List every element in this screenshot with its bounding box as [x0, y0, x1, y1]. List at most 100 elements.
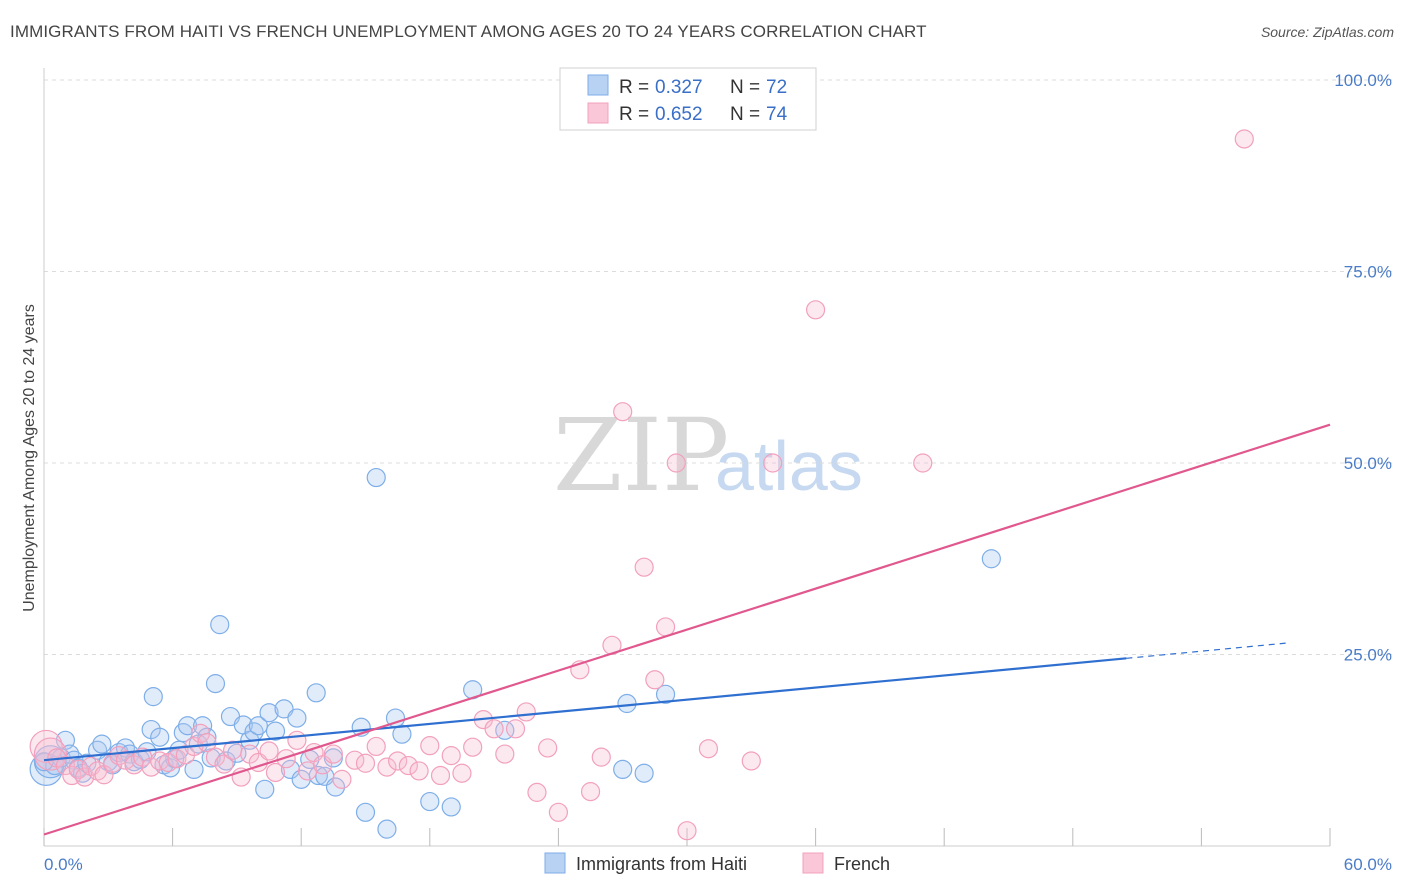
french-point	[516, 702, 536, 722]
french-point	[55, 755, 76, 776]
haiti-point	[92, 734, 112, 754]
french-point	[452, 763, 472, 783]
haiti-point	[634, 763, 654, 783]
french-point	[698, 739, 719, 759]
french-point	[677, 821, 697, 841]
axes	[43, 68, 1331, 847]
french-point	[287, 730, 307, 750]
french-point	[805, 300, 826, 320]
bottom-legend-french-swatch	[802, 852, 824, 874]
y-tick-label-3: 100.0%	[1334, 71, 1392, 90]
haiti-point	[150, 727, 170, 747]
haiti-point	[216, 751, 236, 771]
french-point	[398, 755, 418, 776]
haiti-trend-extension	[1126, 642, 1288, 659]
french-point	[33, 737, 68, 771]
french-point	[323, 744, 343, 764]
legend-french-n-value: 74	[766, 104, 788, 125]
french-point	[495, 744, 515, 764]
haiti-point	[265, 721, 286, 741]
legend-haiti-n-label: N =	[730, 77, 760, 98]
french-point	[591, 747, 611, 767]
legend-haiti-swatch	[587, 74, 609, 96]
french-point	[366, 736, 386, 757]
haiti-point	[441, 797, 461, 817]
legend-french-r-value: 0.652	[655, 104, 703, 125]
top-legend: R = 0.327 N = 72 R = 0.652 N = 74	[559, 67, 817, 131]
french-point	[613, 402, 633, 422]
watermark-zip: ZIP	[553, 397, 729, 514]
french-point	[259, 741, 279, 761]
y-tick-label-1: 50.0%	[1344, 454, 1392, 473]
haiti-point	[377, 819, 397, 839]
haiti-point	[613, 759, 633, 780]
haiti-trend-line	[43, 657, 1127, 762]
french-point	[265, 762, 286, 783]
haiti-point	[617, 693, 637, 714]
french-point	[276, 749, 296, 769]
french-point	[355, 753, 376, 773]
haiti-point	[355, 802, 376, 822]
french-point	[377, 757, 397, 777]
legend-haiti-n-value: 72	[766, 77, 787, 98]
y-tick-label-0: 25.0%	[1344, 646, 1392, 665]
french-point	[538, 738, 558, 758]
french-point	[463, 737, 483, 757]
y-tick-label-2: 75.0%	[1344, 263, 1392, 282]
tick-labels: 25.0% 50.0% 75.0% 100.0% 0.0% 60.0%	[44, 71, 1392, 874]
x-tick-label-0: 0.0%	[44, 855, 83, 874]
chart-source: Source: ZipAtlas.com	[1260, 24, 1394, 40]
y-axis-title: Unemployment Among Ages 20 to 24 years	[21, 304, 38, 612]
french-point	[645, 670, 665, 690]
haiti-point	[981, 549, 1001, 569]
haiti-point	[420, 791, 440, 812]
x-tick-label-1: 60.0%	[1344, 855, 1392, 874]
french-point	[548, 802, 569, 822]
haiti-point	[255, 779, 275, 799]
french-point	[634, 557, 654, 577]
haiti-point	[259, 703, 279, 723]
french-point	[441, 746, 461, 766]
french-point	[484, 719, 504, 739]
french-point	[505, 719, 526, 739]
bottom-legend-haiti-label: Immigrants from Haiti	[576, 854, 747, 874]
legend-haiti-r-value: 0.327	[655, 77, 703, 98]
haiti-point	[306, 683, 326, 703]
french-point	[214, 754, 234, 774]
haiti-point	[366, 467, 386, 488]
bottom-legend-french-label: French	[834, 854, 890, 874]
french-point	[580, 782, 601, 802]
french-point	[655, 617, 676, 637]
french-points	[29, 129, 1254, 841]
grid-lines	[44, 79, 1392, 655]
haiti-point	[325, 777, 346, 797]
bottom-legend-haiti-swatch	[544, 852, 566, 874]
trend-lines	[43, 423, 1331, 836]
haiti-point	[248, 716, 268, 736]
french-trend-line	[43, 423, 1331, 836]
haiti-point	[280, 759, 301, 780]
chart-title: IMMIGRANTS FROM HAITI VS FRENCH UNEMPLOY…	[10, 22, 927, 41]
legend-haiti-r-label: R =	[619, 77, 649, 98]
french-point	[763, 453, 783, 473]
french-point	[420, 736, 440, 756]
haiti-point	[655, 684, 676, 704]
french-point	[332, 769, 352, 789]
legend-french-r-label: R =	[619, 104, 649, 125]
french-point	[430, 765, 451, 786]
french-point	[388, 751, 408, 771]
french-point	[1234, 129, 1254, 149]
haiti-point	[392, 724, 412, 744]
haiti-point	[143, 687, 163, 707]
legend-french-swatch	[587, 102, 609, 124]
french-point	[913, 453, 933, 473]
haiti-point	[287, 708, 307, 728]
haiti-point	[184, 759, 204, 780]
watermark-atlas: atlas	[715, 427, 863, 505]
haiti-point	[210, 615, 230, 635]
french-point	[345, 750, 365, 770]
haiti-points	[29, 467, 1001, 839]
french-point	[197, 732, 217, 753]
legend-french-n-label: N =	[730, 104, 760, 125]
